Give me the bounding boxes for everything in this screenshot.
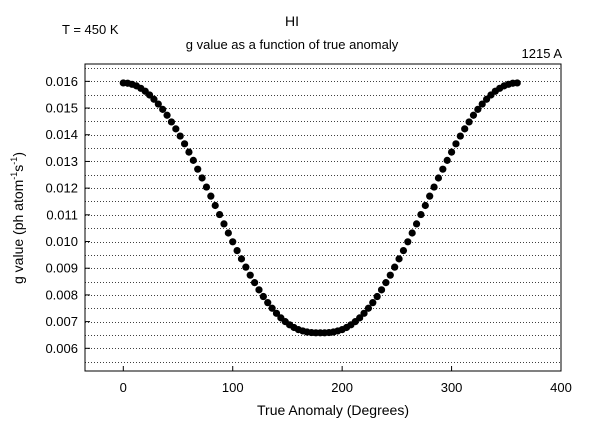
- y-tick-label: 0.014: [45, 127, 78, 142]
- data-point: [391, 263, 399, 271]
- data-point: [382, 279, 390, 287]
- data-point: [417, 210, 425, 219]
- data-point: [242, 263, 250, 271]
- data-point: [447, 148, 456, 156]
- data-point: [246, 271, 254, 279]
- data-point: [194, 165, 202, 173]
- data-point: [474, 105, 482, 113]
- data-point: [373, 292, 381, 301]
- data-point: [233, 247, 241, 255]
- data-point: [229, 238, 237, 246]
- x-axis-label: True Anomaly (Degrees): [257, 402, 409, 418]
- y-tick-label: 0.006: [45, 341, 78, 356]
- temperature-label: T = 450 K: [62, 22, 119, 37]
- data-point: [430, 183, 438, 191]
- data-point: [251, 279, 259, 287]
- x-tick-label: 100: [222, 380, 244, 395]
- data-point: [185, 148, 193, 156]
- y-label-prefix: g value (ph atom: [10, 180, 26, 284]
- data-point: [439, 165, 447, 173]
- data-point: [215, 210, 224, 219]
- chart-subtitle: g value as a function of true anomaly: [186, 37, 399, 52]
- y-label-exp1: -1: [9, 172, 19, 180]
- data-point: [220, 220, 228, 228]
- data-point: [443, 156, 451, 164]
- axis-ticks: 0.006 0.007 0.008 0.009 0.010 0.011 0.012 0.013…: [45, 74, 571, 395]
- data-point: [434, 174, 443, 182]
- y-label-suffix: ): [10, 152, 26, 157]
- data-point: [264, 299, 272, 307]
- data-point: [167, 118, 176, 126]
- data-point: [272, 309, 281, 317]
- data-point: [421, 201, 429, 210]
- y-tick-label: 0.007: [45, 314, 78, 329]
- data-point: [255, 286, 263, 294]
- data-point: [202, 183, 211, 191]
- y-label-exp2: -1: [9, 157, 19, 165]
- data-point: [176, 132, 184, 140]
- data-point: [426, 192, 434, 200]
- wavelength-label: 1215 A: [522, 46, 563, 61]
- data-point: [452, 140, 460, 148]
- x-tick-label: 300: [441, 380, 463, 395]
- y-tick-label: 0.008: [45, 287, 78, 302]
- y-tick-label: 0.011: [46, 207, 78, 222]
- plot-frame: [84, 63, 562, 372]
- data-point: [180, 140, 189, 148]
- y-tick-label: 0.016: [45, 74, 78, 89]
- data-point: [369, 299, 377, 307]
- data-point: [456, 132, 464, 140]
- x-tick-label: 200: [331, 380, 353, 395]
- data-point: [237, 255, 246, 263]
- data-point: [364, 304, 373, 312]
- data-point: [259, 292, 267, 301]
- data-point: [461, 125, 469, 133]
- data-points: [119, 79, 521, 337]
- y-tick-label: 0.013: [45, 154, 78, 169]
- chart-title: HI: [285, 13, 299, 29]
- data-point: [469, 111, 478, 119]
- data-point: [211, 201, 219, 210]
- data-point: [172, 125, 180, 133]
- data-point: [386, 271, 394, 279]
- data-point: [163, 111, 171, 119]
- x-tick-label: 0: [120, 380, 127, 395]
- data-point: [207, 192, 215, 200]
- data-point: [408, 229, 416, 237]
- y-tick-label: 0.015: [45, 101, 78, 116]
- data-point: [360, 309, 368, 317]
- y-tick-label: 0.009: [45, 261, 78, 276]
- data-point: [189, 156, 197, 164]
- data-point: [356, 314, 364, 322]
- data-point: [377, 286, 386, 294]
- x-tick-label: 400: [550, 380, 572, 395]
- data-point: [154, 100, 162, 108]
- y-tick-label: 0.012: [45, 181, 78, 196]
- data-point: [404, 238, 412, 246]
- data-point: [478, 100, 486, 108]
- data-point: [150, 95, 158, 103]
- data-point: [412, 220, 421, 228]
- data-point: [224, 229, 232, 237]
- data-point: [465, 118, 473, 126]
- data-point: [399, 247, 408, 255]
- grid-lines: [85, 68, 561, 363]
- data-point: [395, 255, 403, 263]
- y-tick-label: 0.010: [45, 234, 78, 249]
- data-point: [268, 304, 276, 312]
- y-label-mid: s: [10, 165, 26, 172]
- y-axis-label: g value (ph atom-1s-1): [9, 152, 26, 284]
- data-point: [159, 105, 167, 113]
- data-point: [198, 174, 206, 182]
- data-point: [513, 79, 521, 87]
